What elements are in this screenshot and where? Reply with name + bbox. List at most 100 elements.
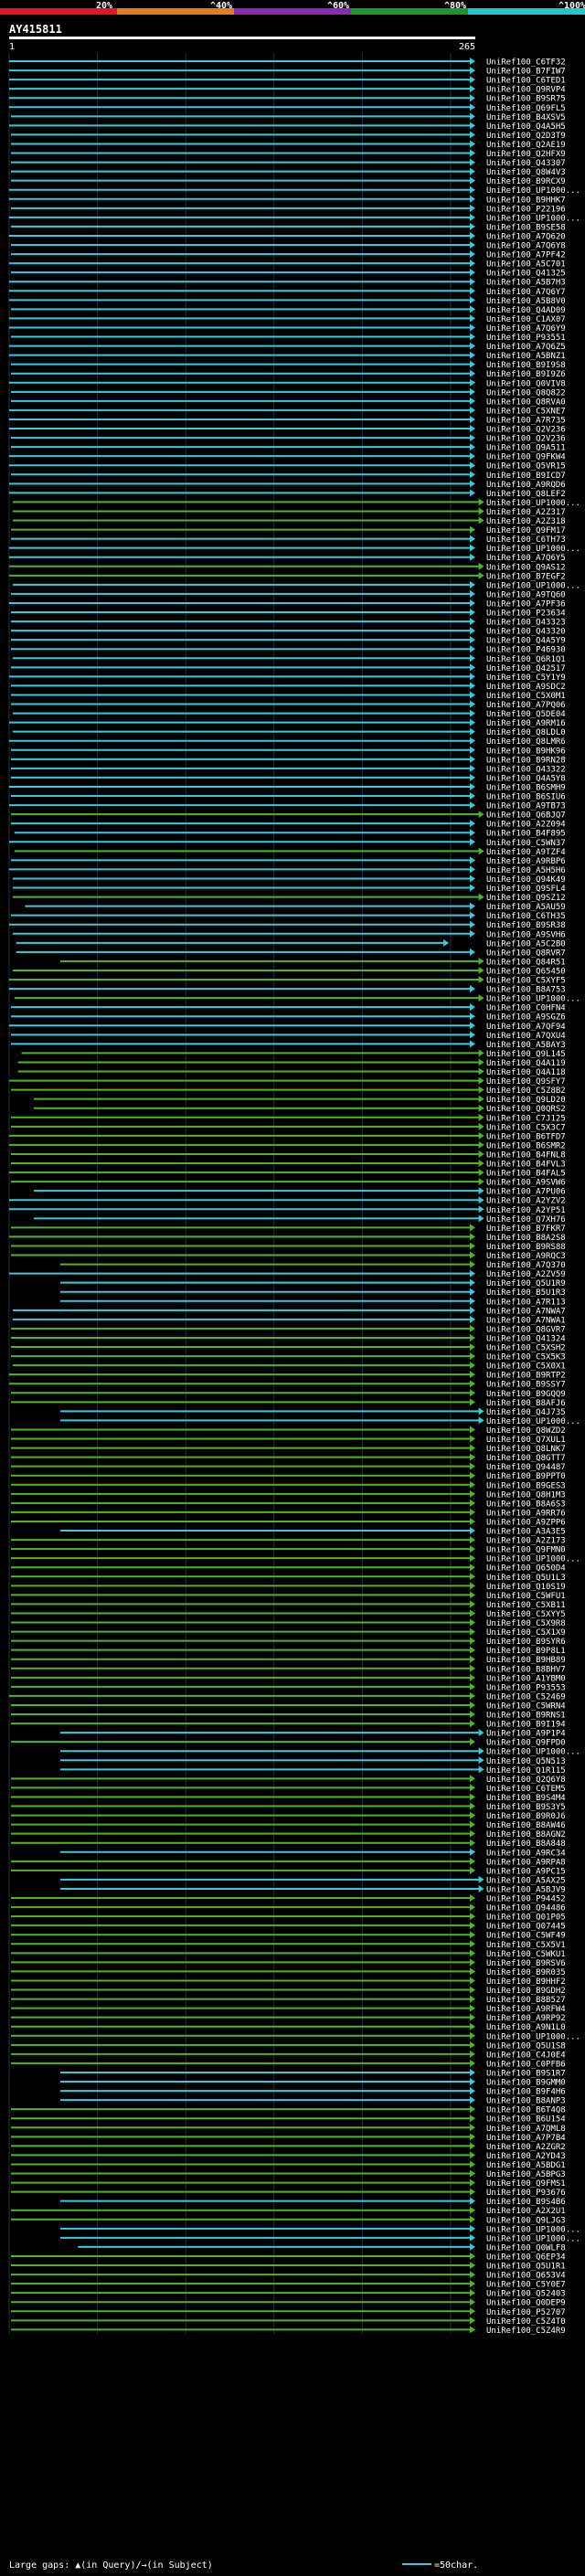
hit-row[interactable]: UniRef100_B8AGN2 <box>10 1829 566 1840</box>
hit-row[interactable]: UniRef100_Q9A511 <box>10 443 566 453</box>
hit-label[interactable]: UniRef100_A7P7B4 <box>486 2134 566 2143</box>
hit-label[interactable]: UniRef100_B9S3Y5 <box>486 1803 566 1812</box>
hit-row[interactable]: UniRef100_C5XYY5 <box>10 1609 566 1619</box>
hit-row[interactable]: UniRef100_Q9AS12 <box>9 562 566 573</box>
hit-row[interactable]: UniRef100_A5H5H6 <box>9 865 566 875</box>
hit-label[interactable]: UniRef100_UP1000... <box>486 2032 580 2041</box>
hit-label[interactable]: UniRef100_Q94486 <box>486 1904 566 1913</box>
hit-label[interactable]: UniRef100_Q69FL5 <box>486 104 566 113</box>
hit-label[interactable]: UniRef100_Q6R1Q1 <box>486 655 566 664</box>
hit-label[interactable]: UniRef100_B4F895 <box>486 830 566 839</box>
hit-label[interactable]: UniRef100_B6SMH9 <box>486 783 566 792</box>
hit-row[interactable]: UniRef100_C5XNE7 <box>9 406 566 417</box>
hit-row[interactable]: UniRef100_C52469 <box>9 1691 566 1702</box>
hit-row[interactable]: UniRef100_C5WF49 <box>10 1931 566 1941</box>
hit-label[interactable]: UniRef100_Q9L145 <box>486 1050 566 1059</box>
hit-label[interactable]: UniRef100_Q43323 <box>486 619 566 628</box>
hit-label[interactable]: UniRef100_UP1000... <box>486 581 580 590</box>
hit-label[interactable]: UniRef100_B9RTP2 <box>486 1372 566 1381</box>
hit-row[interactable]: UniRef100_Q5U1R9 <box>60 1278 566 1289</box>
hit-row[interactable]: UniRef100_Q0DEP9 <box>10 2298 566 2308</box>
hit-row[interactable]: UniRef100_Q5VR15 <box>9 461 566 472</box>
hit-row[interactable]: UniRef100_Q1R115 <box>60 1765 566 1776</box>
hit-label[interactable]: UniRef100_Q0WLF8 <box>486 2243 566 2253</box>
hit-row[interactable]: UniRef100_B6SMR2 <box>9 1140 566 1151</box>
hit-label[interactable]: UniRef100_P22196 <box>486 205 566 214</box>
hit-label[interactable]: UniRef100_C5X0X1 <box>486 1362 566 1372</box>
hit-label[interactable]: UniRef100_A9ZPP6 <box>486 1518 566 1527</box>
hit-label[interactable]: UniRef100_Q9SFY7 <box>486 1077 566 1087</box>
hit-label[interactable]: UniRef100_C5XB11 <box>486 1601 566 1610</box>
hit-row[interactable]: UniRef100_B9SE58 <box>10 222 566 233</box>
hit-label[interactable]: UniRef100_Q4A5Y9 <box>486 637 566 646</box>
hit-row[interactable]: UniRef100_Q94486 <box>10 1903 566 1913</box>
hit-label[interactable]: UniRef100_Q2HFX9 <box>486 150 566 159</box>
hit-label[interactable]: UniRef100_B6T4Q8 <box>486 2106 566 2115</box>
hit-label[interactable]: UniRef100_Q9FMN0 <box>486 1546 566 1555</box>
hit-label[interactable]: UniRef100_Q07445 <box>486 1923 566 1932</box>
hit-label[interactable]: UniRef100_C4J0E4 <box>486 2051 566 2060</box>
hit-row[interactable]: UniRef100_B9HHK7 <box>9 195 566 206</box>
hit-label[interactable]: UniRef100_B9SR75 <box>486 95 566 104</box>
hit-row[interactable]: UniRef100_A7Q6Z5 <box>9 342 566 353</box>
hit-row[interactable]: UniRef100_UP1000... <box>12 580 580 591</box>
hit-row[interactable]: UniRef100_A9SDC2 <box>10 682 566 692</box>
hit-row[interactable]: UniRef100_UP1000... <box>60 2224 580 2235</box>
hit-row[interactable]: UniRef100_A7QXU4 <box>10 1031 566 1041</box>
hit-row[interactable]: UniRef100_C5WN37 <box>9 838 566 848</box>
hit-label[interactable]: UniRef100_B9GDH2 <box>486 1987 566 1996</box>
hit-row[interactable]: UniRef100_Q4A5Y8 <box>10 773 566 784</box>
hit-label[interactable]: UniRef100_P93551 <box>486 334 566 343</box>
hit-row[interactable]: UniRef100_B9S3Y5 <box>10 1802 566 1813</box>
hit-row[interactable]: UniRef100_A9P1P4 <box>60 1729 566 1739</box>
hit-label[interactable]: UniRef100_B6SMR2 <box>486 1141 566 1150</box>
hit-label[interactable]: UniRef100_B9R035 <box>486 1968 566 1977</box>
hit-label[interactable]: UniRef100_B8BHV7 <box>486 1665 566 1674</box>
hit-label[interactable]: UniRef100_Q1R115 <box>486 1766 566 1776</box>
hit-row[interactable]: UniRef100_Q5N513 <box>60 1756 566 1766</box>
hit-label[interactable]: UniRef100_B8B527 <box>486 1996 566 2005</box>
hit-label[interactable]: UniRef100_A5AX25 <box>486 1876 566 1885</box>
hit-row[interactable]: UniRef100_B9R0J6 <box>10 1811 566 1822</box>
hit-label[interactable]: UniRef100_A9SDC2 <box>486 683 566 692</box>
hit-row[interactable]: UniRef100_UP1000... <box>14 994 580 1004</box>
hit-label[interactable]: UniRef100_B9GMM0 <box>486 2079 566 2088</box>
hit-label[interactable]: UniRef100_Q94K49 <box>486 875 566 885</box>
hit-row[interactable]: UniRef100_B9HHF2 <box>10 1977 566 1987</box>
hit-row[interactable]: UniRef100_A7Q6Y5 <box>9 553 566 564</box>
hit-row[interactable]: UniRef100_B6SIU6 <box>10 792 566 802</box>
hit-label[interactable]: UniRef100_B9RSV6 <box>486 1959 566 1968</box>
hit-row[interactable]: UniRef100_A2Z318 <box>12 516 566 527</box>
hit-label[interactable]: UniRef100_B8ANP3 <box>486 2097 566 2106</box>
hit-label[interactable]: UniRef100_UP1000... <box>486 545 580 554</box>
hit-label[interactable]: UniRef100_C5Z4R9 <box>486 2327 566 2336</box>
hit-label[interactable]: UniRef100_P23634 <box>486 610 566 619</box>
hit-label[interactable]: UniRef100_A9RP92 <box>486 2014 566 2023</box>
hit-row[interactable]: UniRef100_B9RTP2 <box>9 1371 566 1381</box>
hit-row[interactable]: UniRef100_A5AX25 <box>60 1875 566 1886</box>
hit-label[interactable]: UniRef100_A2YP51 <box>486 1206 566 1215</box>
hit-row[interactable]: UniRef100_Q01P05 <box>10 1913 566 1923</box>
hit-row[interactable]: UniRef100_B8B527 <box>10 1995 566 2006</box>
hit-row[interactable]: UniRef100_Q94487 <box>10 1462 566 1473</box>
hit-label[interactable]: UniRef100_Q4A5Y8 <box>486 774 566 783</box>
hit-label[interactable]: UniRef100_C5WN37 <box>486 839 566 848</box>
hit-label[interactable]: UniRef100_A7QF94 <box>486 1023 566 1032</box>
hit-label[interactable]: UniRef100_C5WRN4 <box>486 1701 566 1711</box>
hit-label[interactable]: UniRef100_Q4J735 <box>486 1408 566 1417</box>
hit-row[interactable]: UniRef100_C6TED1 <box>9 76 566 86</box>
hit-label[interactable]: UniRef100_UP1000... <box>486 186 580 196</box>
hit-label[interactable]: UniRef100_Q5U1S8 <box>486 2041 566 2051</box>
hit-row[interactable]: UniRef100_Q8WZD2 <box>10 1426 566 1436</box>
hit-row[interactable]: UniRef100_A9SVH6 <box>12 929 566 940</box>
hit-row[interactable]: UniRef100_Q8LNK7 <box>10 1444 566 1455</box>
hit-row[interactable]: UniRef100_B9R035 <box>10 1967 566 1977</box>
hit-row[interactable]: UniRef100_B4FNL8 <box>10 1150 566 1161</box>
hit-row[interactable]: UniRef100_Q8RVA0 <box>10 397 566 408</box>
hit-label[interactable]: UniRef100_C5X1X9 <box>486 1628 566 1638</box>
hit-row[interactable]: UniRef100_A7R113 <box>60 1297 566 1308</box>
hit-label[interactable]: UniRef100_Q4A5H5 <box>486 122 566 132</box>
hit-label[interactable]: UniRef100_UP1000... <box>486 995 580 1004</box>
hit-row[interactable]: UniRef100_Q6R1Q1 <box>12 654 566 664</box>
hit-row[interactable]: UniRef100_B9RN28 <box>10 755 566 766</box>
